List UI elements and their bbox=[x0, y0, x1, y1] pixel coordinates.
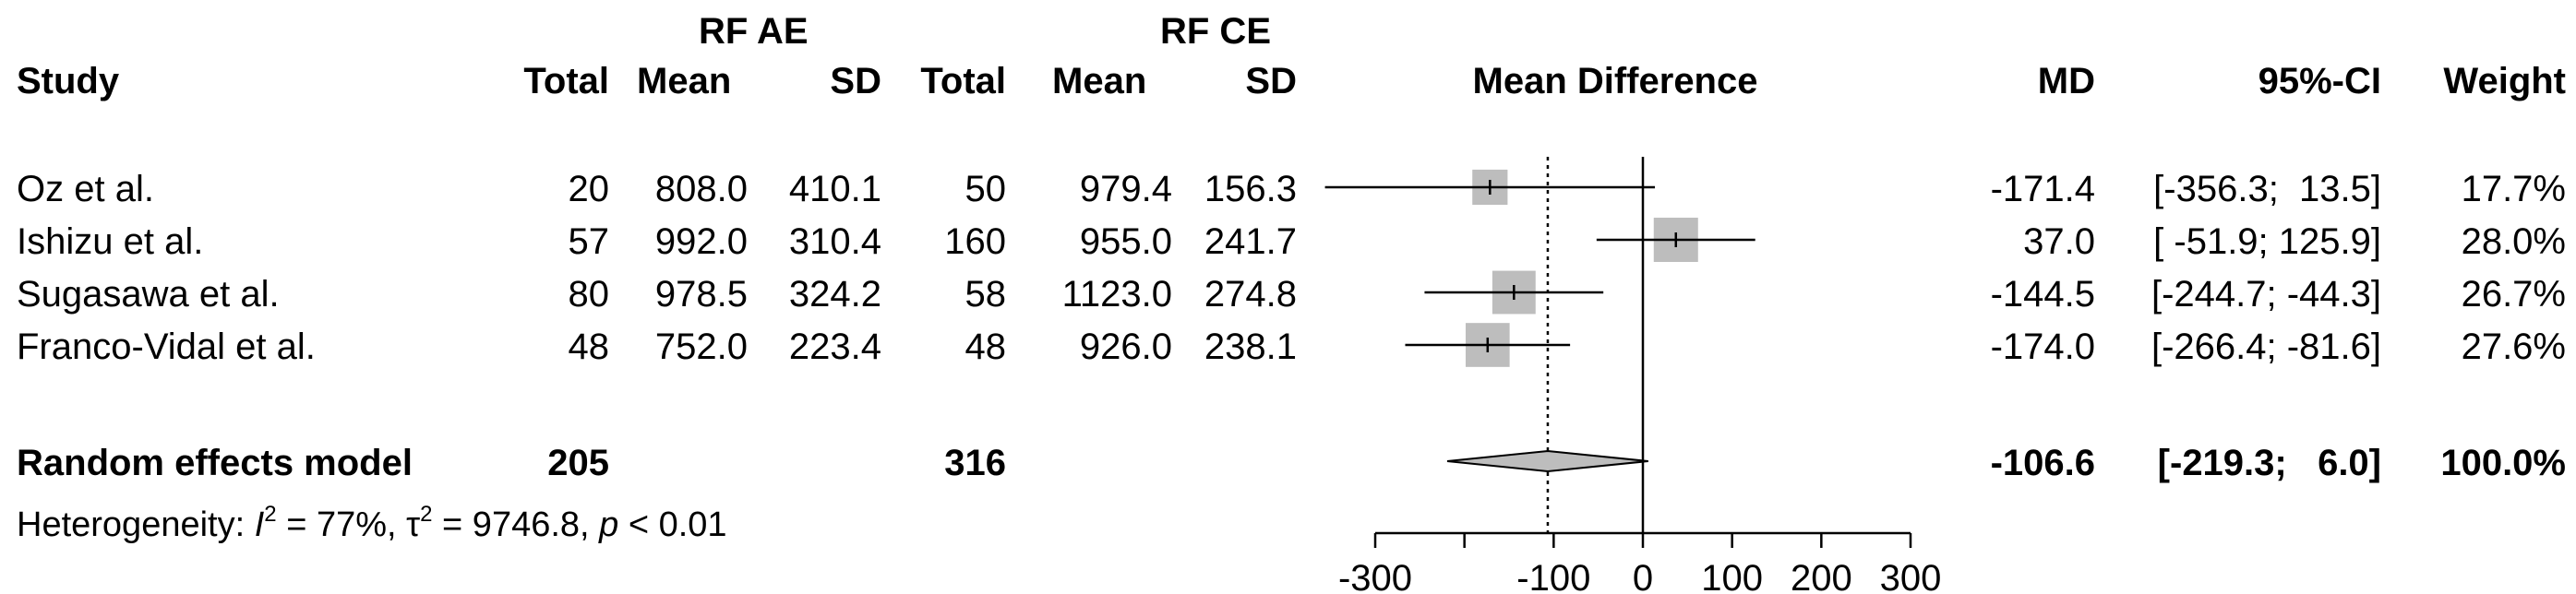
ci-cell: [-266.4; -81.6] bbox=[2151, 327, 2381, 367]
pooled-ci: [-219.3; 6.0] bbox=[2157, 443, 2381, 483]
pooled-total2: 316 bbox=[944, 443, 1006, 483]
x-tick-label: 0 bbox=[1633, 558, 1653, 594]
pooled-total1: 205 bbox=[547, 443, 609, 483]
total1-header: Total bbox=[523, 61, 609, 101]
mean1-cell: 808.0 bbox=[654, 169, 748, 209]
study-name: Franco-Vidal et al. bbox=[17, 327, 316, 367]
sd2-cell: 238.1 bbox=[1204, 327, 1297, 367]
plot-title: Mean Difference bbox=[1472, 61, 1758, 101]
ci-cell: [-356.3; 13.5] bbox=[2153, 169, 2381, 209]
sd2-cell: 156.3 bbox=[1204, 169, 1297, 209]
total2-cell: 50 bbox=[965, 169, 1007, 209]
ci-cell: [-244.7; -44.3] bbox=[2151, 274, 2381, 315]
md-cell: -144.5 bbox=[1990, 274, 2095, 315]
weight-cell: 27.6% bbox=[2461, 327, 2566, 367]
sd1-cell: 223.4 bbox=[788, 327, 881, 367]
sd1-cell: 410.1 bbox=[788, 169, 881, 209]
md-cell: -171.4 bbox=[1990, 169, 2095, 209]
mean1-cell: 992.0 bbox=[654, 221, 748, 262]
study-name: Sugasawa et al. bbox=[17, 274, 280, 315]
sd1-header: SD bbox=[830, 61, 881, 101]
weight-cell: 17.7% bbox=[2461, 169, 2566, 209]
total1-cell: 48 bbox=[568, 327, 610, 367]
total1-cell: 80 bbox=[568, 274, 610, 315]
x-tick-label: -100 bbox=[1516, 558, 1590, 594]
mean2-header: Mean bbox=[1052, 61, 1147, 101]
ci-header: 95%-CI bbox=[2258, 61, 2381, 101]
x-tick-label: 200 bbox=[1791, 558, 1852, 594]
study-name: Ishizu et al. bbox=[17, 221, 204, 262]
mean1-cell: 978.5 bbox=[654, 274, 748, 315]
heterogeneity-text: Heterogeneity: I2 = 77%, τ2 = 9746.8, p … bbox=[17, 502, 727, 544]
mean2-cell: 979.4 bbox=[1079, 169, 1172, 209]
sd2-header: SD bbox=[1245, 61, 1297, 101]
ci-cell: [ -51.9; 125.9] bbox=[2153, 221, 2381, 262]
x-tick-label: -300 bbox=[1338, 558, 1412, 594]
study-header: Study bbox=[17, 61, 120, 101]
weight-cell: 28.0% bbox=[2461, 221, 2566, 262]
pooled-label: Random effects model bbox=[17, 443, 413, 483]
x-tick-label: 100 bbox=[1701, 558, 1763, 594]
study-name: Oz et al. bbox=[17, 169, 154, 209]
mean1-header: Mean bbox=[637, 61, 732, 101]
sd2-cell: 241.7 bbox=[1204, 221, 1297, 262]
group1-header: RF AE bbox=[699, 11, 809, 52]
md-cell: -174.0 bbox=[1990, 327, 2095, 367]
mean1-cell: 752.0 bbox=[654, 327, 748, 367]
group2-header: RF CE bbox=[1160, 11, 1271, 52]
pooled-weight: 100.0% bbox=[2440, 443, 2566, 483]
mean2-cell: 1123.0 bbox=[1061, 274, 1172, 315]
md-cell: 37.0 bbox=[2023, 221, 2095, 262]
mean2-cell: 955.0 bbox=[1079, 221, 1172, 262]
total2-cell: 58 bbox=[965, 274, 1007, 315]
md-header: MD bbox=[2037, 61, 2095, 101]
total2-header: Total bbox=[920, 61, 1006, 101]
pooled-md: -106.6 bbox=[1990, 443, 2095, 483]
sd1-cell: 310.4 bbox=[788, 221, 881, 262]
sd1-cell: 324.2 bbox=[788, 274, 881, 315]
total2-cell: 160 bbox=[944, 221, 1006, 262]
total1-cell: 57 bbox=[568, 221, 610, 262]
total1-cell: 20 bbox=[568, 169, 610, 209]
mean2-cell: 926.0 bbox=[1079, 327, 1172, 367]
pooled-diamond bbox=[1446, 449, 1648, 473]
weight-cell: 26.7% bbox=[2461, 274, 2566, 315]
total2-cell: 48 bbox=[965, 327, 1007, 367]
x-tick-label: 300 bbox=[1880, 558, 1942, 594]
sd2-cell: 274.8 bbox=[1204, 274, 1297, 315]
weight-header: Weight bbox=[2443, 61, 2566, 101]
